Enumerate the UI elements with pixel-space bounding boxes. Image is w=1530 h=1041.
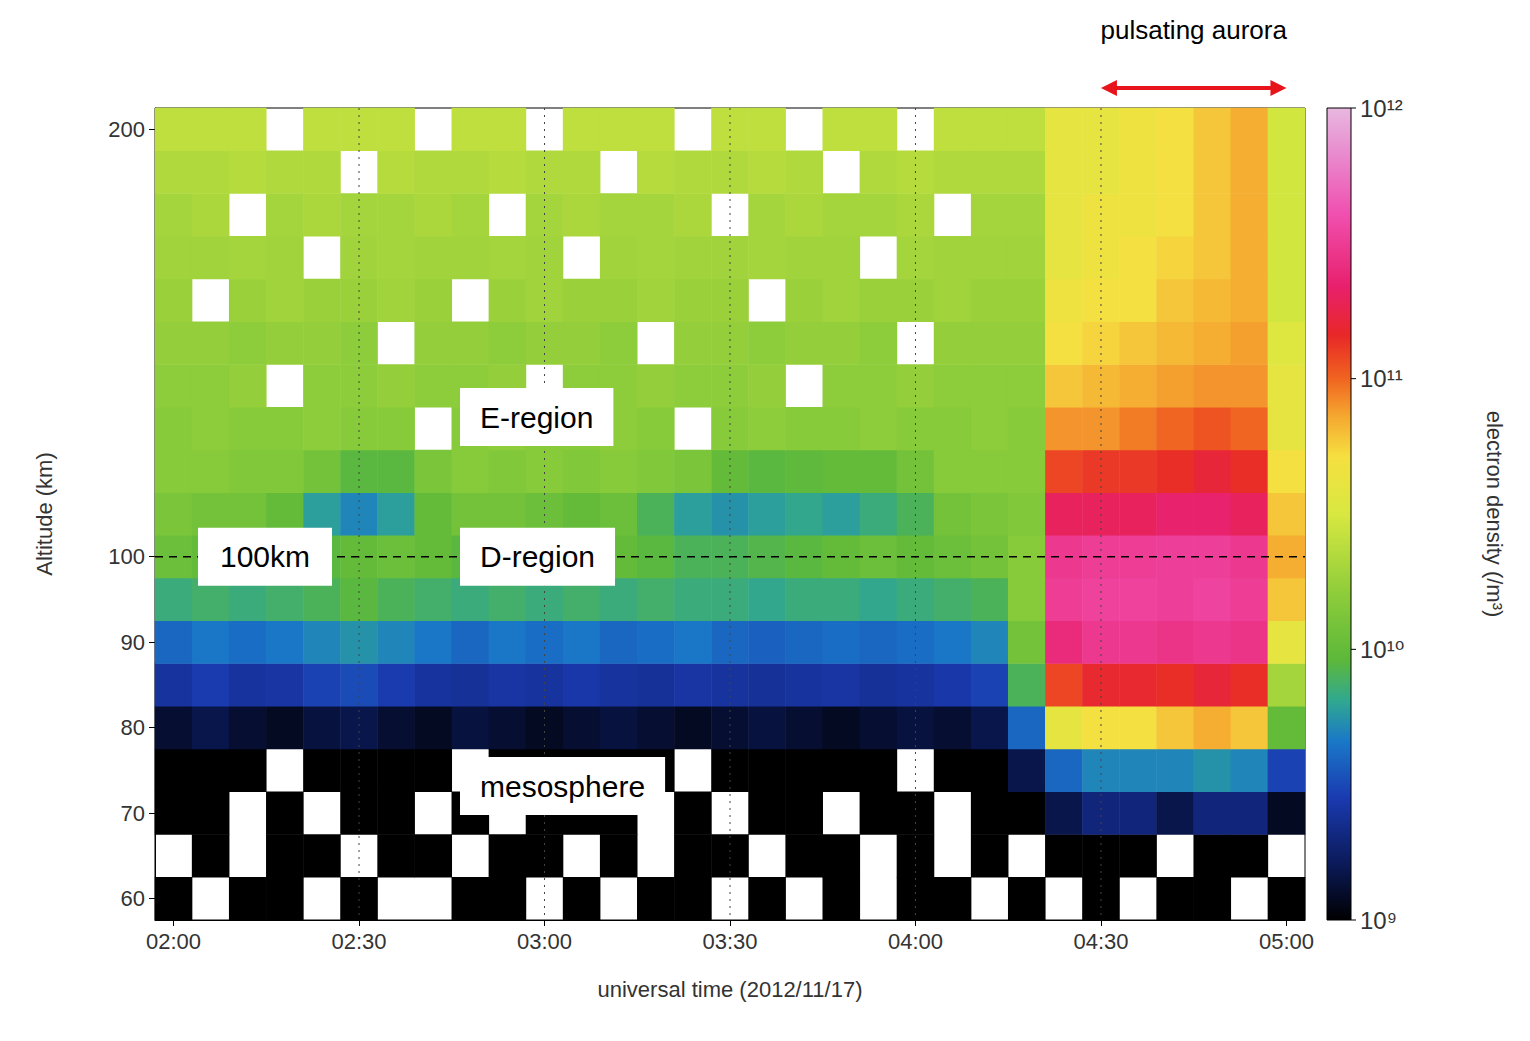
svg-text:02:30: 02:30 xyxy=(332,929,387,954)
svg-text:10¹⁰: 10¹⁰ xyxy=(1360,636,1404,663)
svg-text:10¹²: 10¹² xyxy=(1360,95,1403,122)
svg-text:70: 70 xyxy=(121,801,145,826)
svg-text:10¹¹: 10¹¹ xyxy=(1360,365,1403,392)
svg-text:10⁹: 10⁹ xyxy=(1360,907,1397,934)
svg-text:mesosphere: mesosphere xyxy=(480,770,645,803)
svg-text:60: 60 xyxy=(121,886,145,911)
svg-text:04:30: 04:30 xyxy=(1073,929,1128,954)
svg-text:04:00: 04:00 xyxy=(888,929,943,954)
svg-text:pulsating aurora: pulsating aurora xyxy=(1100,15,1287,45)
svg-text:electron density (/m³): electron density (/m³) xyxy=(1482,411,1507,618)
svg-text:03:30: 03:30 xyxy=(702,929,757,954)
svg-text:universal time (2012/11/17): universal time (2012/11/17) xyxy=(598,977,863,1002)
svg-text:E-region: E-region xyxy=(480,401,593,434)
svg-text:03:00: 03:00 xyxy=(517,929,572,954)
svg-text:90: 90 xyxy=(121,630,145,655)
svg-text:Altitude (km): Altitude (km) xyxy=(32,452,57,575)
svg-text:80: 80 xyxy=(121,715,145,740)
svg-text:100km: 100km xyxy=(220,540,310,573)
svg-text:D-region: D-region xyxy=(480,540,595,573)
svg-text:100: 100 xyxy=(108,544,145,569)
svg-text:02:00: 02:00 xyxy=(146,929,201,954)
svg-text:05:00: 05:00 xyxy=(1259,929,1314,954)
svg-text:200: 200 xyxy=(108,117,145,142)
